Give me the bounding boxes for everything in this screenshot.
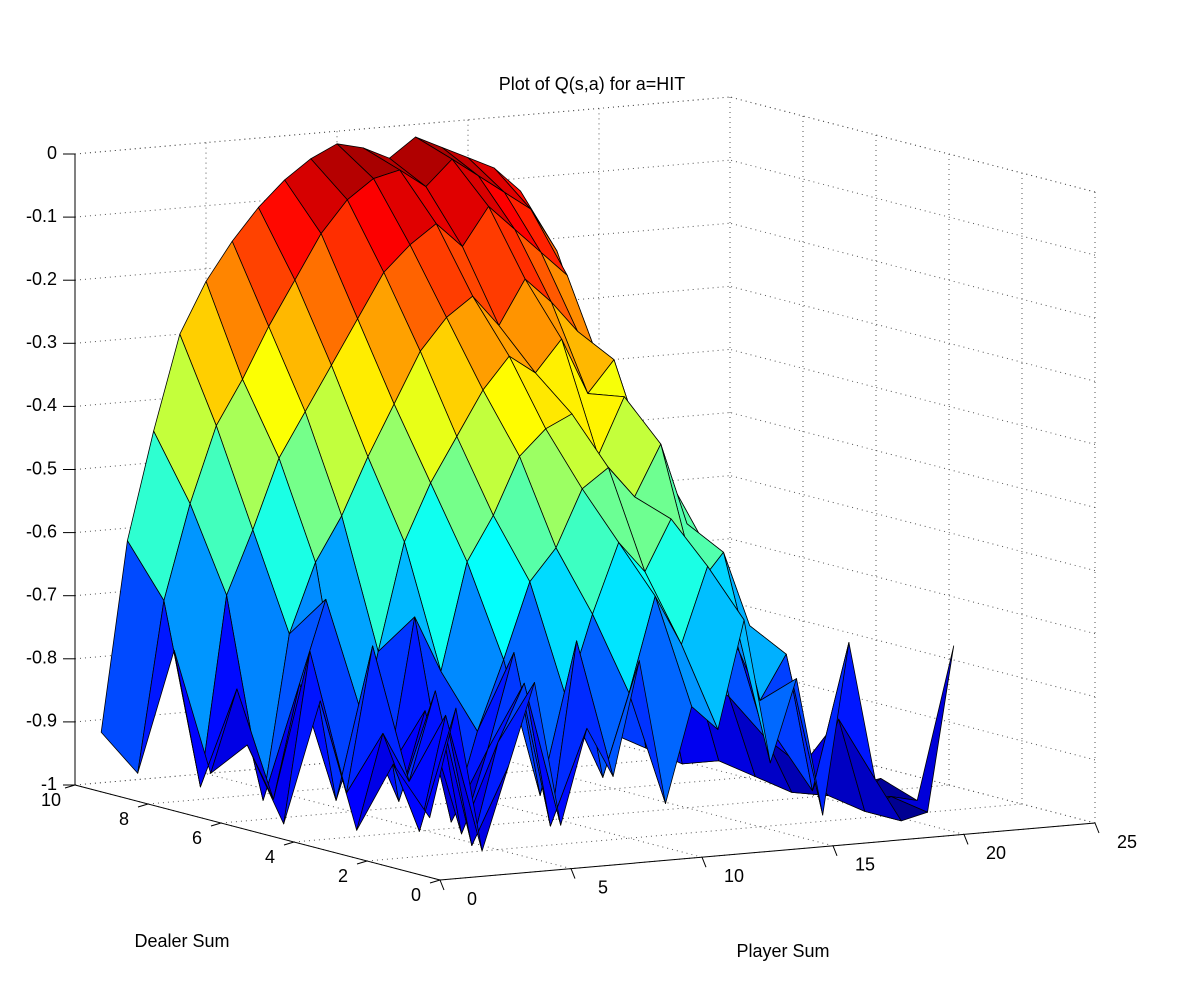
y-tick-label: 8 [119, 809, 129, 829]
y-tick [210, 822, 222, 827]
z-tick-label: -0.4 [26, 395, 57, 415]
grid-line [74, 96, 731, 155]
y-tick-label: 4 [265, 847, 275, 867]
y-tick-label: 2 [338, 866, 348, 886]
x-tick-label: 20 [986, 843, 1006, 863]
x-tick-label: 25 [1117, 832, 1137, 852]
z-tick-label: -0.5 [26, 458, 57, 478]
x-tick [570, 868, 576, 879]
x-tick-label: 15 [855, 855, 875, 875]
grid-line [729, 222, 1096, 319]
surface-face [890, 645, 955, 813]
y-tick [64, 784, 76, 789]
chart-title: Plot of Q(s,a) for a=HIT [499, 74, 686, 94]
x-tick-label: 5 [598, 877, 608, 897]
x-tick [832, 845, 838, 856]
grid-line [729, 159, 1096, 256]
y-axis-label: Dealer Sum [134, 931, 229, 951]
grid-line [729, 285, 1096, 382]
z-tick-label: -0.8 [26, 648, 57, 668]
z-tick-label: -0.3 [26, 332, 57, 352]
y-tick [356, 860, 368, 865]
box-edge [729, 96, 1096, 193]
y-tick-label: 0 [411, 885, 421, 905]
box-edge [74, 96, 731, 155]
y-tick [283, 841, 295, 846]
y-tick-label: 6 [192, 828, 202, 848]
z-tick-label: -0.9 [26, 711, 57, 731]
z-tick-label: -1 [41, 774, 57, 794]
y-tick [429, 879, 441, 884]
x-axis-label: Player Sum [736, 941, 829, 961]
grid-line [729, 348, 1096, 445]
x-tick [439, 879, 445, 891]
grid-line [729, 475, 1096, 572]
x-tick-label: 10 [724, 866, 744, 886]
surface-face [392, 707, 457, 832]
z-tick-label: -0.6 [26, 521, 57, 541]
grid-line [729, 412, 1096, 508]
x-tick [963, 834, 969, 845]
z-tick-label: -0.1 [26, 206, 57, 226]
z-tick-label: -0.2 [26, 269, 57, 289]
x-tick-label: 0 [467, 889, 477, 909]
z-tick-label: -0.7 [26, 584, 57, 604]
y-tick [137, 803, 149, 808]
x-axis [439, 822, 1096, 881]
x-tick [701, 857, 707, 868]
grid-line [729, 538, 1096, 635]
x-tick [1094, 822, 1100, 834]
y-axis [74, 784, 441, 881]
y-tick-label: 10 [41, 790, 61, 810]
z-tick-label: 0 [47, 143, 57, 163]
